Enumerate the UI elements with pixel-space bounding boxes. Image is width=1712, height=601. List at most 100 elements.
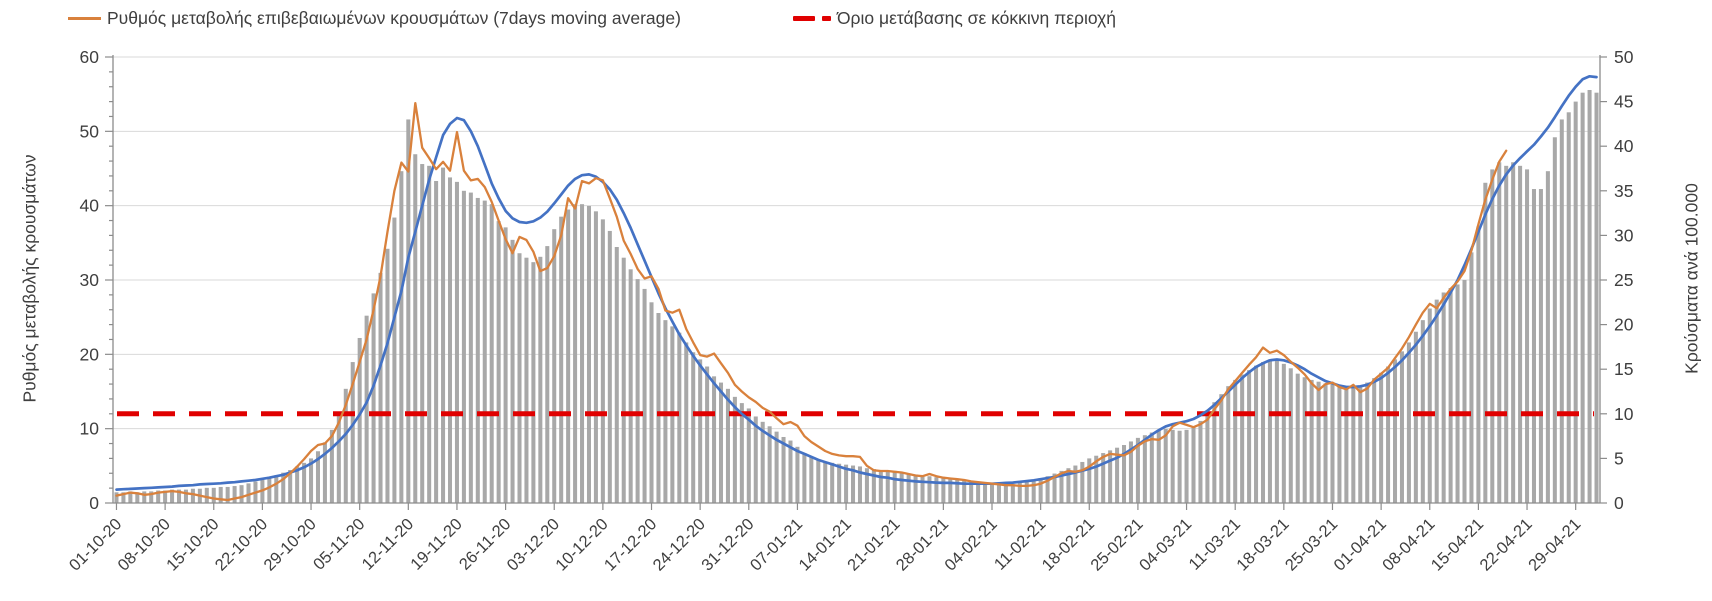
y-axis-right-tick-label: 5 — [1614, 448, 1624, 468]
bar-daily-cases — [114, 492, 119, 503]
bar-daily-cases — [1434, 299, 1439, 503]
bar-daily-cases — [1205, 412, 1210, 503]
bar-daily-cases — [1045, 476, 1050, 503]
bar-daily-cases — [406, 119, 411, 503]
bar-daily-cases — [1254, 365, 1259, 503]
bar-daily-cases — [656, 313, 661, 503]
bar-daily-cases — [364, 315, 369, 503]
x-axis-tick-label: 25-03-21 — [1282, 515, 1341, 574]
bar-daily-cases — [600, 219, 605, 503]
bar-daily-cases — [510, 239, 515, 504]
bar-daily-cases — [1128, 441, 1133, 503]
bar-daily-cases — [1191, 427, 1196, 503]
x-axis-tick-label: 15-10-20 — [163, 515, 222, 574]
bar-daily-cases — [545, 246, 550, 503]
bar-daily-cases — [621, 257, 626, 503]
bar-daily-cases — [1073, 465, 1078, 503]
bar-daily-cases — [753, 416, 758, 503]
bar-daily-cases — [218, 486, 223, 503]
x-axis-tick-label: 19-11-20 — [407, 515, 466, 574]
bar-daily-cases — [795, 446, 800, 503]
bar-daily-cases — [1122, 445, 1127, 503]
bar-daily-cases — [698, 359, 703, 503]
bar-daily-cases — [809, 457, 814, 503]
bar-daily-cases — [1330, 384, 1335, 503]
bar-daily-cases — [1413, 331, 1418, 503]
bar-daily-cases — [447, 177, 453, 504]
x-axis-tick-label: 14-01-21 — [795, 515, 854, 574]
bar-daily-cases — [913, 474, 918, 503]
bar-daily-cases — [962, 479, 967, 503]
bar-daily-cases — [1233, 379, 1238, 503]
bar-daily-cases — [1316, 381, 1321, 503]
bar-daily-cases — [691, 352, 696, 503]
bar-daily-cases — [454, 181, 459, 503]
bar-daily-cases — [329, 429, 334, 503]
x-axis-tick-label: 15-04-21 — [1428, 515, 1487, 574]
bar-daily-cases — [934, 477, 939, 503]
bar-daily-cases — [1504, 165, 1509, 503]
bar-daily-cases — [566, 209, 571, 503]
bar-daily-cases — [1170, 429, 1175, 503]
orange-line-swatch-icon — [68, 16, 101, 20]
bar-daily-cases — [635, 279, 640, 503]
bar-daily-cases — [1386, 366, 1391, 503]
legend-label-moving-average: Ρυθμός μεταβολής επιβεβαιωμένων κρουσμάτ… — [107, 7, 681, 28]
bar-daily-cases — [1497, 162, 1502, 503]
bar-daily-cases — [677, 332, 682, 503]
bar-daily-cases — [288, 470, 293, 503]
bar-daily-cases — [906, 473, 911, 503]
bar-daily-cases — [149, 491, 154, 503]
bar-daily-cases — [885, 470, 890, 503]
bar-daily-cases — [1094, 455, 1099, 503]
bar-daily-cases — [1531, 189, 1536, 503]
bar-daily-cases — [1281, 363, 1286, 503]
bar-daily-cases — [1226, 386, 1231, 503]
x-axis-tick-label: 01-04-21 — [1331, 515, 1390, 574]
bar-daily-cases — [927, 476, 932, 503]
bar-daily-cases — [969, 480, 974, 503]
bar-daily-cases — [1080, 461, 1085, 503]
y-axis-right-tick-label: 20 — [1614, 315, 1634, 335]
bar-daily-cases — [1010, 484, 1015, 503]
y-axis-right-tick-label: 35 — [1614, 181, 1633, 201]
bar-daily-cases — [1309, 379, 1314, 503]
bar-daily-cases — [281, 472, 286, 503]
bar-daily-cases — [142, 491, 147, 503]
bar-daily-cases — [496, 221, 501, 503]
bar-daily-cases — [441, 167, 446, 504]
bar-daily-cases — [573, 204, 578, 503]
bar-daily-cases — [1393, 359, 1398, 503]
bar-daily-cases — [1406, 342, 1411, 503]
bar-daily-cases — [642, 288, 647, 503]
x-axis-tick-label: 03-12-20 — [504, 515, 563, 574]
bar-daily-cases — [1135, 437, 1140, 503]
bar-daily-cases — [1469, 252, 1474, 503]
y-axis-right-tick-label: 45 — [1614, 92, 1633, 112]
bar-daily-cases — [1260, 362, 1266, 503]
x-axis-tick-label: 28-01-21 — [893, 515, 952, 574]
bar-daily-cases — [781, 436, 786, 503]
bar-daily-cases — [427, 165, 432, 503]
bar-daily-cases — [1399, 351, 1404, 503]
bar-daily-cases — [580, 204, 585, 503]
bar-daily-cases — [1441, 292, 1446, 503]
bar-daily-cases — [121, 492, 126, 503]
y-axis-left-tick-label: 50 — [80, 121, 100, 141]
bar-daily-cases — [899, 472, 904, 503]
bar-daily-cases — [128, 491, 133, 503]
bar-daily-cases — [1525, 169, 1530, 503]
bar-daily-cases — [1302, 377, 1307, 503]
y-axis-left-tick-label: 10 — [80, 419, 100, 439]
bar-daily-cases — [1115, 447, 1120, 503]
bar-daily-cases — [976, 482, 981, 503]
x-axis-tick-label: 31-12-20 — [698, 515, 757, 574]
x-axis-tick-label: 04-03-21 — [1136, 515, 1195, 574]
x-axis-tick-label: 22-04-21 — [1476, 515, 1535, 574]
x-axis-tick-label: 08-04-21 — [1379, 515, 1438, 574]
bar-daily-cases — [1337, 385, 1342, 503]
bar-daily-cases — [1295, 373, 1300, 503]
bar-daily-cases — [1545, 171, 1550, 503]
